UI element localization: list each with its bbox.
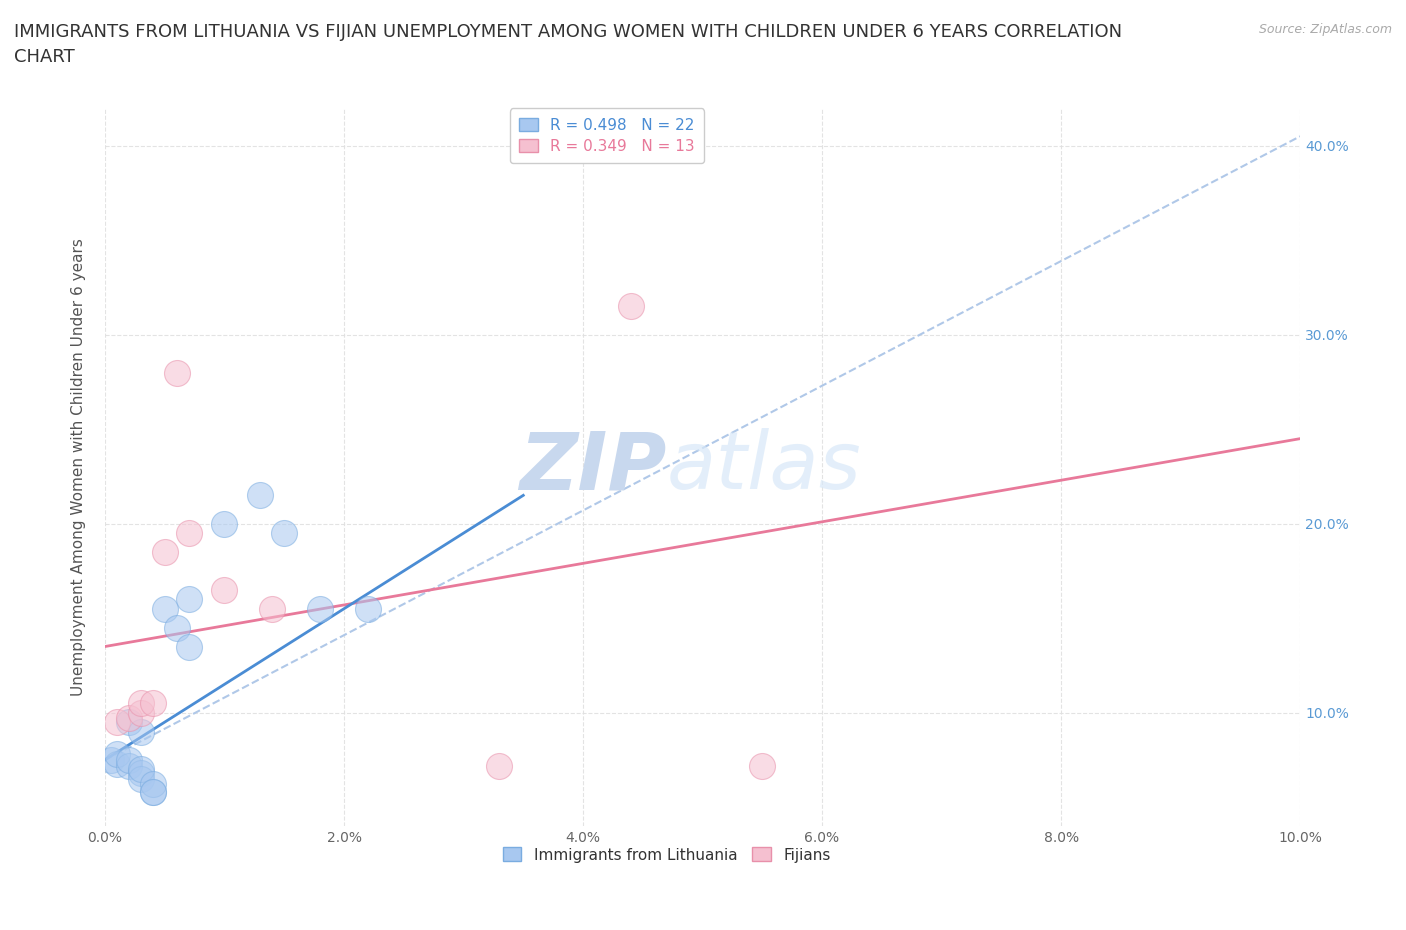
- Point: [357, 602, 380, 617]
- Point: [177, 639, 200, 654]
- Point: [751, 758, 773, 773]
- Point: [129, 771, 152, 786]
- Point: [309, 602, 332, 617]
- Point: [153, 545, 176, 560]
- Text: atlas: atlas: [666, 428, 862, 506]
- Point: [177, 591, 200, 606]
- Text: Source: ZipAtlas.com: Source: ZipAtlas.com: [1258, 23, 1392, 36]
- Point: [142, 785, 165, 800]
- Point: [177, 525, 200, 540]
- Point: [273, 525, 295, 540]
- Point: [142, 785, 165, 800]
- Point: [153, 602, 176, 617]
- Point: [142, 777, 165, 791]
- Point: [118, 758, 141, 773]
- Point: [166, 620, 188, 635]
- Point: [118, 711, 141, 725]
- Point: [620, 299, 643, 313]
- Point: [166, 365, 188, 380]
- Point: [129, 705, 152, 720]
- Point: [249, 488, 271, 503]
- Text: ZIP: ZIP: [519, 428, 666, 506]
- Legend: Immigrants from Lithuania, Fijians: Immigrants from Lithuania, Fijians: [496, 842, 837, 869]
- Y-axis label: Unemployment Among Women with Children Under 6 years: Unemployment Among Women with Children U…: [72, 238, 86, 696]
- Point: [100, 752, 122, 767]
- Point: [214, 516, 236, 531]
- Point: [129, 696, 152, 711]
- Point: [129, 724, 152, 739]
- Point: [262, 602, 284, 617]
- Point: [105, 756, 128, 771]
- Point: [129, 765, 152, 780]
- Point: [129, 762, 152, 777]
- Point: [142, 696, 165, 711]
- Point: [488, 758, 510, 773]
- Point: [105, 747, 128, 762]
- Point: [118, 752, 141, 767]
- Text: IMMIGRANTS FROM LITHUANIA VS FIJIAN UNEMPLOYMENT AMONG WOMEN WITH CHILDREN UNDER: IMMIGRANTS FROM LITHUANIA VS FIJIAN UNEM…: [14, 23, 1122, 66]
- Point: [105, 714, 128, 729]
- Point: [214, 582, 236, 597]
- Point: [118, 714, 141, 729]
